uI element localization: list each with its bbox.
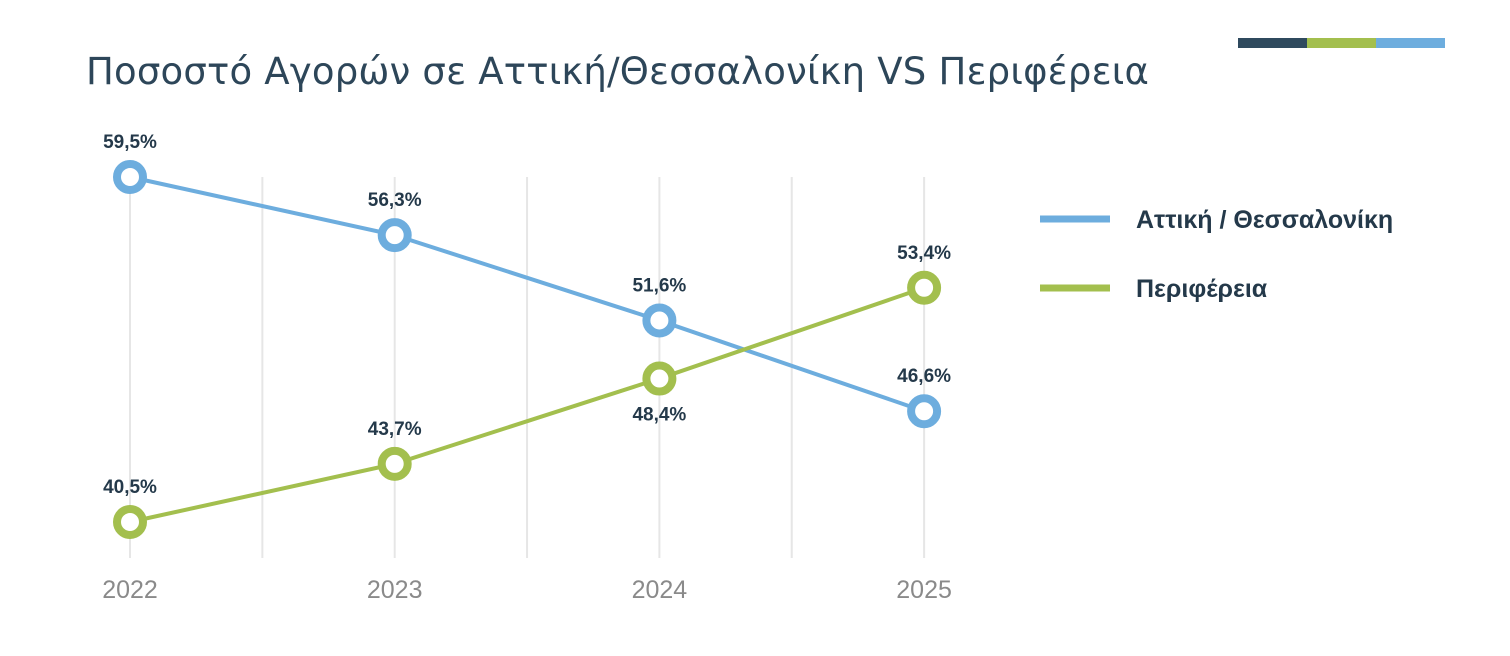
data-label: 48,4% <box>632 405 686 426</box>
accent-bar-dark <box>1238 38 1307 48</box>
data-point <box>113 505 147 539</box>
series-lines <box>128 175 927 524</box>
data-label: 56,3% <box>368 190 422 211</box>
data-point <box>113 160 147 194</box>
chart-title: Ποσοστό Αγορών σε Αττική/Θεσσαλονίκη VS … <box>86 50 1150 93</box>
series-line <box>128 285 927 524</box>
data-labels: 59,5% 56,3% 51,6% 46,6% 40,5% 43,7% 48,4% 53,4% <box>103 132 951 498</box>
data-label: 59,5% <box>103 132 157 153</box>
data-point <box>907 270 942 305</box>
data-label: 46,6% <box>897 366 951 387</box>
data-label: 40,5% <box>103 477 157 498</box>
data-point <box>642 303 677 338</box>
data-point <box>377 446 412 481</box>
data-points <box>113 160 942 539</box>
data-label: 53,4% <box>897 243 951 264</box>
x-tick-label: 2024 <box>632 576 688 604</box>
data-point <box>377 218 412 253</box>
legend: Αττική / Θεσσαλονίκη Περιφέρεια <box>1040 206 1393 303</box>
data-label: 43,7% <box>368 419 422 440</box>
accent-bar-blue <box>1376 38 1445 48</box>
x-axis-ticks: 2022 2023 2024 2025 <box>102 576 952 604</box>
legend-label: Περιφέρεια <box>1136 275 1268 303</box>
accent-bar-green <box>1307 38 1376 48</box>
data-point <box>642 361 677 396</box>
series-line <box>128 175 927 414</box>
data-point <box>907 394 942 429</box>
data-label: 51,6% <box>632 275 686 296</box>
x-tick-label: 2025 <box>896 576 952 604</box>
x-tick-label: 2022 <box>102 576 158 604</box>
x-tick-label: 2023 <box>367 576 423 604</box>
grid-lines <box>129 177 926 558</box>
legend-label: Αττική / Θεσσαλονίκη <box>1136 206 1393 234</box>
